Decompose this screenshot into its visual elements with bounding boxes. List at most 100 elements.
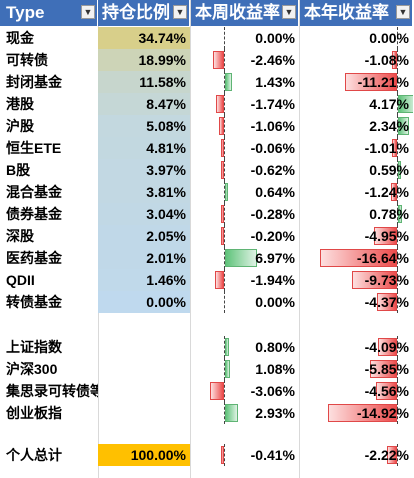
row-label-text: 集思录可转债等权 [6,383,98,399]
row-label[interactable]: B股 [0,159,98,181]
week-return-cell[interactable]: -1.94% [191,269,299,291]
row-label[interactable]: 混合基金 [0,181,98,203]
year-return-cell[interactable]: -4.56% [300,380,413,402]
holding-cell[interactable]: 2.01% [98,247,190,269]
row-label[interactable]: 上证指数 [0,336,98,358]
week-return-cell[interactable]: -1.06% [191,115,299,137]
week-return-cell[interactable]: 0.64% [191,181,299,203]
year-return-cell[interactable]: 4.17% [300,93,413,115]
dropdown-filter-icon[interactable]: ▼ [282,5,296,19]
holding-cell[interactable] [98,402,190,424]
zero-axis-line [224,247,225,269]
negative-data-bar [221,139,224,157]
holding-cell[interactable] [98,380,190,402]
row-label[interactable]: 恒生ETE [0,137,98,159]
negative-data-bar [328,404,397,422]
column-divider [299,0,300,478]
week-return-cell[interactable]: -0.28% [191,203,299,225]
holding-cell[interactable]: 3.81% [98,181,190,203]
holding-value: 18.99% [138,52,186,68]
week-return-cell[interactable]: 0.80% [191,336,299,358]
holding-cell[interactable] [98,358,190,380]
year-return-cell[interactable]: -2.22% [300,444,413,466]
row-label[interactable]: 港股 [0,93,98,115]
row-label[interactable]: 现金 [0,27,98,49]
header-holding[interactable]: 持仓比例 ▼ [98,0,190,26]
week-return-cell[interactable]: -3.06% [191,380,299,402]
negative-data-bar [374,227,397,245]
dropdown-filter-icon[interactable]: ▼ [81,5,95,19]
week-return-cell[interactable]: -2.46% [191,49,299,71]
row-label[interactable]: 医药基金 [0,247,98,269]
row-label[interactable]: 个人总计 [0,444,98,466]
row-label-text: 债券基金 [6,206,62,222]
year-return-cell[interactable]: -1.24% [300,181,413,203]
holding-cell[interactable]: 100.00% [98,444,190,466]
year-return-cell[interactable]: -14.92% [300,402,413,424]
week-return-cell[interactable]: 2.93% [191,402,299,424]
zero-axis-line [397,402,398,424]
row-label[interactable]: 集思录可转债等权 [0,380,98,402]
year-return-cell[interactable]: -9.73% [300,269,413,291]
row-label[interactable]: 深股 [0,225,98,247]
week-return-cell[interactable]: 0.00% [191,291,299,313]
week-return-cell[interactable]: -1.74% [191,93,299,115]
holding-cell[interactable]: 2.05% [98,225,190,247]
week-return-cell[interactable]: -0.20% [191,225,299,247]
negative-data-bar [209,382,224,400]
holding-cell[interactable]: 8.47% [98,93,190,115]
holding-cell[interactable]: 1.46% [98,269,190,291]
table-row: 恒生ETE 4.81% -0.06% -1.01% [0,137,414,159]
holding-cell[interactable]: 18.99% [98,49,190,71]
year-return-cell[interactable]: -16.64% [300,247,413,269]
row-label[interactable]: 债券基金 [0,203,98,225]
holding-cell[interactable]: 3.04% [98,203,190,225]
dropdown-filter-icon[interactable]: ▼ [396,5,410,19]
year-return-cell[interactable]: 2.34% [300,115,413,137]
year-return-cell[interactable]: -1.01% [300,137,413,159]
year-return-cell[interactable]: -5.85% [300,358,413,380]
year-return-cell[interactable]: 0.00% [300,27,413,49]
holding-cell[interactable]: 4.81% [98,137,190,159]
row-label[interactable]: 可转债 [0,49,98,71]
holding-value: 0.00% [146,294,186,310]
year-return-cell[interactable]: 0.59% [300,159,413,181]
year-return-cell[interactable]: -4.09% [300,336,413,358]
row-label[interactable]: 沪深300 [0,358,98,380]
header-type[interactable]: Type ▼ [0,0,98,26]
negative-data-bar [215,95,224,113]
zero-axis-line [397,247,398,269]
table-row: 混合基金 3.81% 0.64% -1.24% [0,181,414,203]
year-return-cell-value: -1.08% [364,52,409,68]
row-label[interactable]: 转债基金 [0,291,98,313]
holding-cell[interactable]: 11.58% [98,71,190,93]
week-return-cell[interactable]: 6.97% [191,247,299,269]
row-label[interactable]: 封闭基金 [0,71,98,93]
header-week-return[interactable]: 本周收益率 ▼ [191,0,299,26]
holding-cell[interactable]: 34.74% [98,27,190,49]
week-return-cell[interactable]: -0.62% [191,159,299,181]
row-label[interactable]: QDII [0,269,98,291]
week-return-cell-value: 6.97% [255,250,295,266]
row-label[interactable]: 创业板指 [0,402,98,424]
positive-data-bar [398,117,409,135]
year-return-cell[interactable]: -1.08% [300,49,413,71]
row-label-text: 沪深300 [6,361,58,377]
week-return-cell[interactable]: 1.43% [191,71,299,93]
year-return-cell[interactable]: -4.37% [300,291,413,313]
sort-filter-icon[interactable]: ▼ [173,5,187,19]
week-return-cell[interactable]: 0.00% [191,27,299,49]
week-return-cell[interactable]: 1.08% [191,358,299,380]
row-label-text: 深股 [6,228,34,244]
holding-cell[interactable] [98,336,190,358]
holding-cell[interactable]: 3.97% [98,159,190,181]
year-return-cell[interactable]: -4.95% [300,225,413,247]
header-year-return[interactable]: 本年收益率 ▼ [300,0,413,26]
row-label[interactable]: 沪股 [0,115,98,137]
holding-cell[interactable]: 0.00% [98,291,190,313]
holding-cell[interactable]: 5.08% [98,115,190,137]
week-return-cell[interactable]: -0.06% [191,137,299,159]
year-return-cell[interactable]: 0.78% [300,203,413,225]
year-return-cell[interactable]: -11.21% [300,71,413,93]
week-return-cell[interactable]: -0.41% [191,444,299,466]
